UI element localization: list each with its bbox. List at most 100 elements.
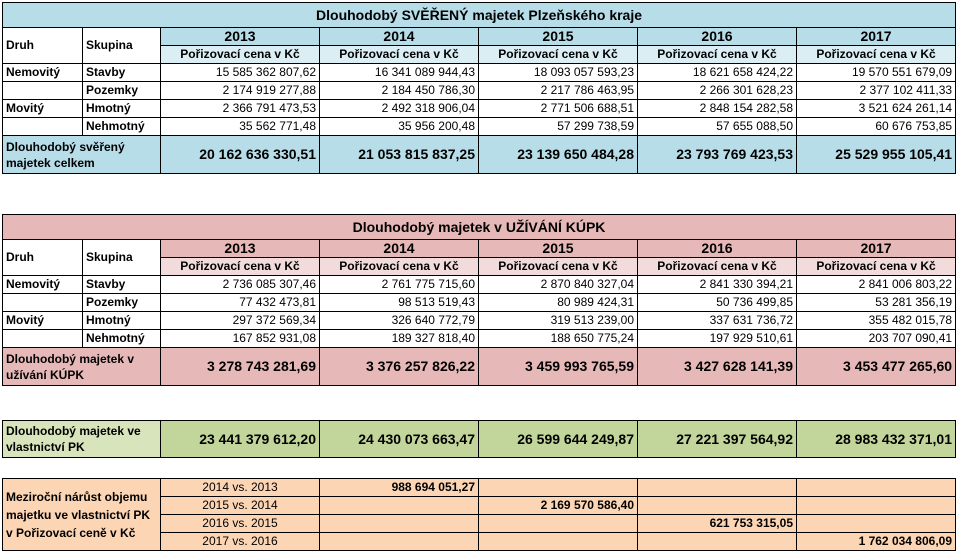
value-cell: 35 562 771,48 [160,117,320,136]
value-cell: 2 870 840 327,04 [478,275,638,294]
compare-cell: 2015 vs. 2014 [160,496,320,515]
total-row: Dlouhodobý majetek ve vlastnictví PK 23 … [2,420,956,458]
value-cell: 355 482 015,78 [795,311,957,330]
total-cell: 25 529 955 105,41 [795,135,957,174]
svereny-year-header: 2017 [795,27,957,46]
value-cell: 16 341 089 944,43 [319,63,479,82]
table-row: Nehmotný 167 852 931,08 189 327 818,40 1… [2,329,957,348]
skupina-cell: Nehmotný [82,117,161,136]
uzivani-year-header: 2016 [637,239,797,258]
empty-cell [796,478,956,497]
total-cell: 26 599 644 249,87 [478,420,638,458]
value-cell: 35 956 200,48 [319,117,479,136]
empty-cell [319,532,479,551]
value-cell: 2 771 506 688,51 [478,99,638,118]
total-cell: 3 459 993 765,59 [478,347,638,386]
svereny-year-header: 2014 [319,27,479,46]
value-cell: 2 377 102 411,33 [795,81,957,100]
empty-cell [319,514,479,533]
total-row: Dlouhodobý svěřený majetek celkem 20 162… [2,135,957,174]
table-row: 2017 vs. 2016 1 762 034 806,09 [3,532,956,551]
skupina-cell: Hmotný [82,99,161,118]
table-row: Nemovitý Stavby 15 585 362 807,62 16 341… [2,63,957,82]
value-cell: 2 174 919 277,88 [160,81,320,100]
value-cell: 2 184 450 786,30 [319,81,479,100]
svereny-skupina-header: Skupina [82,27,161,64]
value-cell: 3 521 624 261,14 [795,99,957,118]
table-row: Movitý Hmotný 297 372 569,34 326 640 772… [2,311,957,330]
druh-cell: Nemovitý [2,275,83,294]
uzivani-sub-header: Pořizovací cena v Kč [478,257,638,276]
narust-value: 621 753 315,05 [637,514,797,533]
value-cell: 18 093 057 593,23 [478,63,638,82]
value-cell: 50 736 499,85 [637,293,797,312]
value-cell: 2 217 786 463,95 [478,81,638,100]
svereny-sub-header: Pořizovací cena v Kč [637,45,797,64]
skupina-cell: Pozemky [82,81,161,100]
total-cell: 23 793 769 423,53 [637,135,797,174]
total-cell: 3 376 257 826,22 [319,347,479,386]
skupina-cell: Nehmotný [82,329,161,348]
druh-cell [2,81,83,100]
table-row: Nemovitý Stavby 2 736 085 307,46 2 761 7… [2,275,957,294]
svereny-sub-header: Pořizovací cena v Kč [319,45,479,64]
value-cell: 167 852 931,08 [160,329,320,348]
uzivani-druh-header: Druh [2,239,83,276]
value-cell: 319 513 239,00 [478,311,638,330]
value-cell: 19 570 551 679,09 [795,63,957,82]
total-cell: 3 453 477 265,60 [795,347,957,386]
value-cell: 18 621 658 424,22 [637,63,797,82]
svereny-sub-header: Pořizovací cena v Kč [795,45,957,64]
value-cell: 337 631 736,72 [637,311,797,330]
value-cell: 2 366 791 473,53 [160,99,320,118]
druh-cell [2,329,83,348]
vlastnictvi-label: Dlouhodobý majetek ve vlastnictví PK [2,420,161,458]
svereny-sub-header: Pořizovací cena v Kč [160,45,320,64]
empty-cell [478,532,638,551]
empty-cell [796,514,956,533]
value-cell: 2 841 330 394,21 [637,275,797,294]
uzivani-title: Dlouhodobý majetek v UŽÍVÁNÍ KÚPK [1,214,957,240]
value-cell: 15 585 362 807,62 [160,63,320,82]
empty-cell [796,496,956,515]
table-row: Pozemky 2 174 919 277,88 2 184 450 786,3… [2,81,957,100]
empty-cell [478,478,638,497]
value-cell: 60 676 753,85 [795,117,957,136]
compare-cell: 2014 vs. 2013 [160,478,320,497]
skupina-cell: Stavby [82,63,161,82]
total-cell: 3 427 628 141,39 [637,347,797,386]
uzivani-sub-header: Pořizovací cena v Kč [319,257,479,276]
skupina-cell: Hmotný [82,311,161,330]
total-cell: 23 139 650 484,28 [478,135,638,174]
value-cell: 2 266 301 628,23 [637,81,797,100]
svereny-title: Dlouhodobý SVĚŘENÝ majetek Plzeňského kr… [1,2,957,28]
uzivani-year-header: 2017 [795,239,957,258]
value-cell: 326 640 772,79 [319,311,479,330]
narust-value: 988 694 051,27 [319,478,479,497]
empty-cell [637,496,797,515]
total-cell: 23 441 379 612,20 [160,420,320,458]
druh-cell [2,293,83,312]
uzivani-total-label: Dlouhodobý majetek v užívání KÚPK [2,347,161,386]
uzivani-table: Dlouhodobý majetek v UŽÍVÁNÍ KÚPK Druh S… [1,214,957,386]
value-cell: 197 929 510,61 [637,329,797,348]
svereny-total-label: Dlouhodobý svěřený majetek celkem [2,135,161,174]
value-cell: 57 299 738,59 [478,117,638,136]
druh-cell: Movitý [2,99,83,118]
svereny-year-header: 2015 [478,27,638,46]
value-cell: 2 848 154 282,58 [637,99,797,118]
svereny-year-header: 2016 [637,27,797,46]
table-row: Nehmotný 35 562 771,48 35 956 200,48 57 … [2,117,957,136]
empty-cell [478,514,638,533]
value-cell: 203 707 090,41 [795,329,957,348]
svereny-year-header: 2013 [160,27,320,46]
empty-cell [319,496,479,515]
narust-value: 1 762 034 806,09 [796,532,956,551]
uzivani-sub-header: Pořizovací cena v Kč [637,257,797,276]
skupina-cell: Stavby [82,275,161,294]
value-cell: 53 281 356,19 [795,293,957,312]
uzivani-skupina-header: Skupina [82,239,161,276]
narust-value: 2 169 570 586,40 [478,496,638,515]
value-cell: 2 761 775 715,60 [319,275,479,294]
svereny-druh-header: Druh [2,27,83,64]
